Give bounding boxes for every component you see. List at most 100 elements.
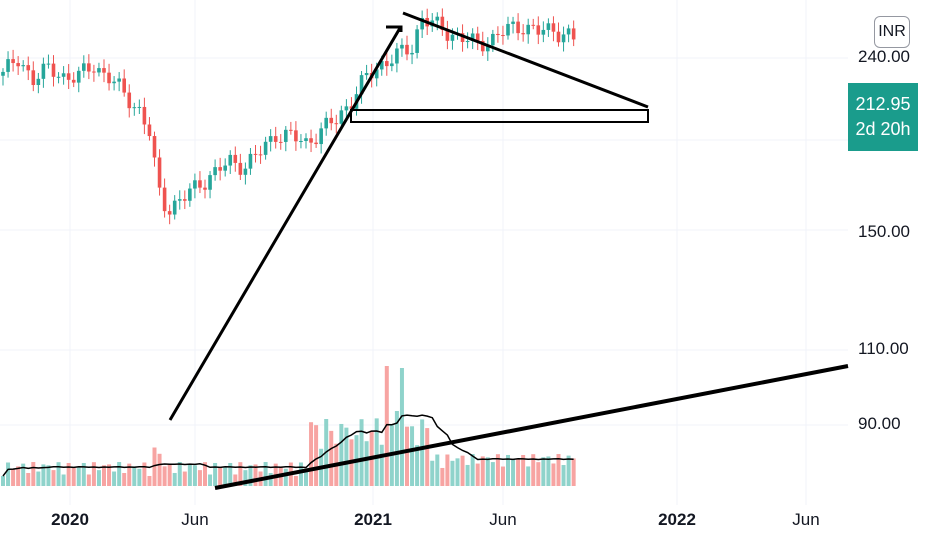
trendline-drawings — [168, 11, 849, 490]
volume-bar — [455, 458, 460, 486]
candle-body — [440, 16, 445, 30]
volume-bar — [11, 468, 16, 486]
volume-bar — [172, 472, 177, 486]
candle-body — [157, 157, 162, 188]
candle-body — [243, 168, 248, 175]
candle-body — [203, 187, 207, 190]
volume-bar — [112, 471, 117, 486]
volume-bar — [566, 455, 571, 486]
candle-body — [112, 81, 116, 84]
volume-bar — [526, 466, 531, 486]
candle-body — [339, 110, 344, 124]
volume-bar — [137, 468, 142, 486]
volume-bar — [26, 472, 31, 486]
candle-body — [183, 199, 187, 201]
volume-bar — [162, 466, 167, 486]
volume-bar — [344, 427, 349, 486]
candle-body — [107, 72, 111, 84]
candle-body — [218, 167, 222, 171]
candle-body — [314, 142, 318, 145]
y-tick-150: 150.00 — [858, 222, 910, 241]
volume-bar — [359, 419, 364, 486]
candle-body — [501, 35, 505, 37]
volume-bar — [157, 453, 162, 486]
candle-body — [460, 33, 465, 42]
volume-bar — [31, 462, 36, 486]
candle-body — [324, 117, 328, 129]
candle-body — [410, 52, 414, 55]
x-tick-jun-2022: Jun — [792, 510, 820, 529]
volume-bar — [425, 428, 430, 486]
volume-bar — [218, 467, 223, 486]
volume-bar — [122, 473, 127, 486]
candle-body — [82, 63, 86, 71]
candle-body — [152, 136, 157, 158]
volume-bar — [1, 476, 5, 486]
volume-bar — [516, 459, 521, 486]
candle-body — [127, 92, 132, 109]
candle-body — [253, 153, 258, 155]
candle-body — [506, 23, 510, 36]
volume-bar — [192, 465, 197, 486]
rising-trendline — [168, 27, 402, 421]
volume-bar — [21, 463, 26, 486]
candle-body — [516, 21, 520, 34]
candle-body — [546, 23, 551, 30]
volume-bar — [298, 462, 303, 486]
candle-body — [400, 44, 404, 49]
candle-body — [571, 28, 576, 40]
resistance-line — [402, 11, 649, 109]
volume-bar — [511, 459, 516, 486]
peak-marker — [386, 25, 403, 32]
volume-bar — [339, 423, 344, 486]
volume-bar — [102, 465, 106, 486]
candle-body — [6, 59, 10, 72]
candle-body — [102, 68, 106, 73]
volume-bar — [243, 470, 248, 486]
volume-bar — [480, 456, 485, 486]
volume-bar — [490, 462, 495, 486]
candle-body — [11, 59, 15, 64]
candle-body — [122, 78, 126, 93]
last-price-value: 212.95 — [855, 94, 911, 114]
candle-body — [450, 34, 455, 41]
candle-body — [405, 44, 409, 55]
volume-bar — [71, 467, 76, 486]
candle-body — [46, 63, 51, 65]
volume-bar — [500, 466, 505, 486]
volume-bar — [147, 475, 152, 486]
candle-body — [31, 70, 36, 86]
volume-bar — [142, 462, 147, 486]
volume-bar — [405, 426, 409, 486]
x-tick-2022: 2022 — [658, 510, 696, 529]
candle-body — [147, 124, 152, 137]
volume-bar — [96, 470, 101, 486]
volume-bar — [445, 454, 450, 486]
volume-bar — [460, 455, 465, 486]
currency-button[interactable]: INR — [874, 16, 910, 48]
candle-body — [228, 154, 233, 166]
volume-bar — [556, 454, 561, 486]
candle-body — [556, 31, 561, 43]
candle-body — [61, 73, 66, 77]
candle-body — [248, 153, 253, 169]
candle-body — [16, 63, 20, 67]
candle-body — [233, 154, 238, 163]
candle-body — [1, 71, 5, 76]
candle-body — [193, 180, 197, 189]
candle-body — [551, 23, 556, 32]
volume-bar — [182, 471, 187, 486]
volume-bar — [283, 468, 288, 486]
candle-body — [511, 21, 515, 24]
candle-body — [36, 78, 41, 86]
volume-bar — [238, 462, 243, 486]
volume-bar — [177, 462, 182, 486]
candle-body — [531, 24, 536, 26]
volume-bar — [364, 441, 369, 486]
candle-body — [420, 17, 424, 30]
volume-bar — [81, 462, 86, 486]
candle-body — [536, 25, 541, 35]
volume-bar — [76, 467, 81, 486]
volume-bar — [132, 466, 137, 486]
